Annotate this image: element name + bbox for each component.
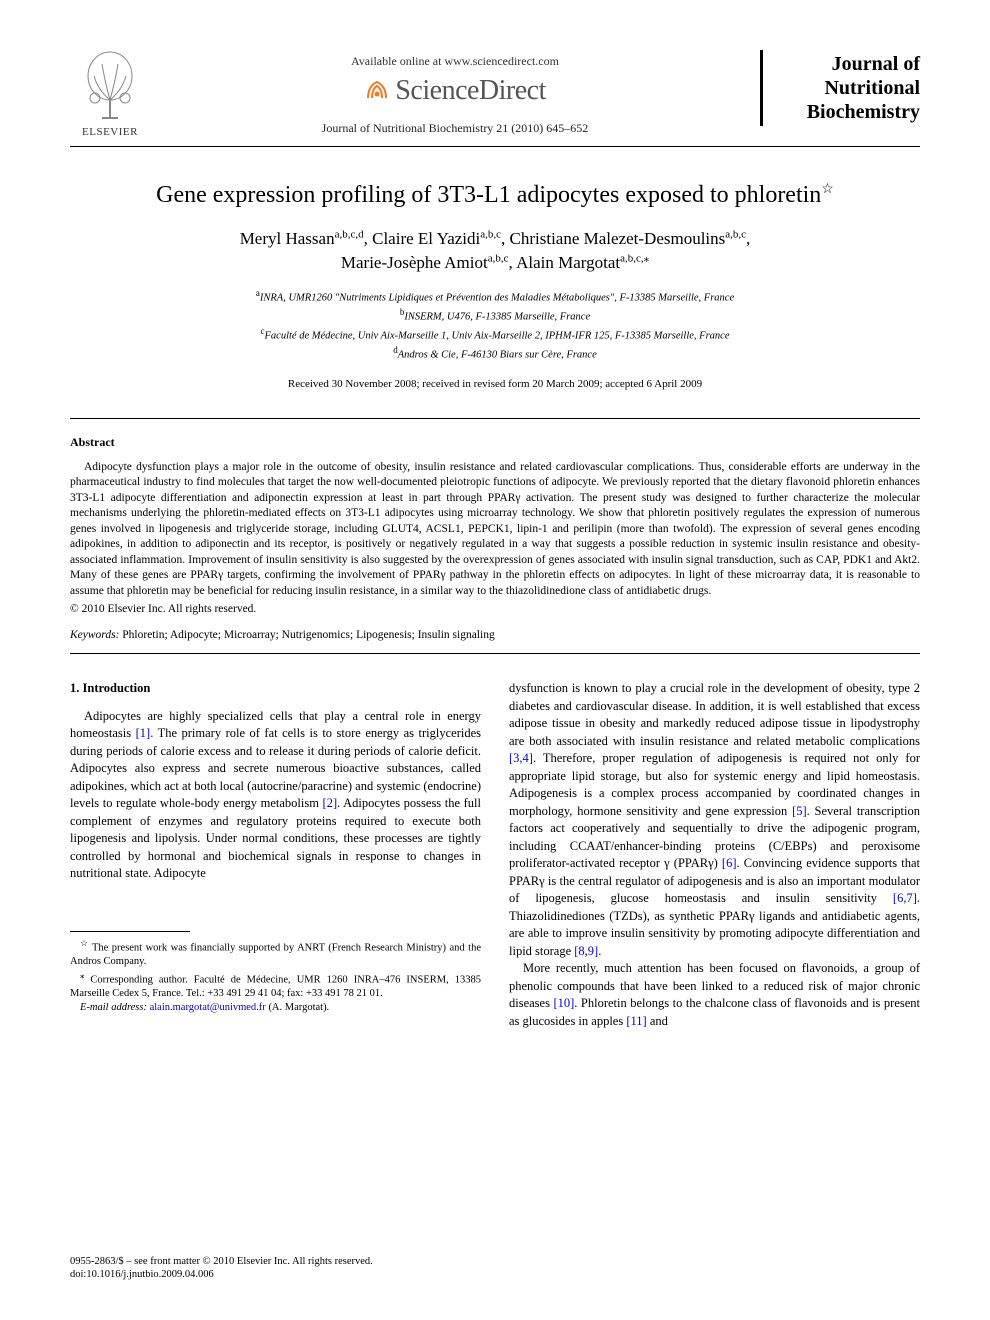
two-column-body: 1. Introduction Adipocytes are highly sp… bbox=[70, 680, 920, 1030]
elsevier-logo: ELSEVIER bbox=[70, 50, 150, 138]
journal-name-line2: Nutritional bbox=[773, 76, 920, 100]
ref-link[interactable]: [11] bbox=[626, 1014, 646, 1028]
author-2: Claire El Yazidi bbox=[372, 229, 480, 248]
sciencedirect-logo: ScienceDirect bbox=[150, 75, 760, 107]
ref-link[interactable]: [5] bbox=[792, 804, 807, 818]
title-footnote-star: ☆ bbox=[821, 182, 834, 197]
author-1-aff: a,b,c,d bbox=[335, 228, 364, 240]
affiliation-a: INRA, UMR1260 "Nutriments Lipidiques et … bbox=[260, 292, 734, 303]
email-link[interactable]: alain.margotat@univmed.fr bbox=[150, 1002, 266, 1013]
footer-line1: 0955-2863/$ – see front matter © 2010 El… bbox=[70, 1255, 373, 1269]
ref-link[interactable]: [6,7] bbox=[893, 891, 917, 905]
header-row: ELSEVIER Available online at www.science… bbox=[70, 50, 920, 138]
affiliation-d: Andros & Cie, F-46130 Biars sur Cère, Fr… bbox=[398, 350, 597, 361]
copyright: © 2010 Elsevier Inc. All rights reserved… bbox=[70, 603, 920, 615]
abstract-text: Adipocyte dysfunction plays a major role… bbox=[70, 460, 920, 600]
article-title: Gene expression profiling of 3T3-L1 adip… bbox=[70, 181, 920, 209]
corresponding-star: ⁎ bbox=[644, 252, 650, 264]
title-text: Gene expression profiling of 3T3-L1 adip… bbox=[156, 182, 821, 208]
publisher-name: ELSEVIER bbox=[70, 126, 150, 138]
intro-para-2: More recently, much attention has been f… bbox=[509, 960, 920, 1030]
elsevier-tree-icon bbox=[80, 50, 140, 120]
abstract-bottom-rule bbox=[70, 653, 920, 654]
journal-name-line1: Journal of bbox=[773, 52, 920, 76]
author-4-aff: a,b,c bbox=[488, 252, 509, 264]
affiliation-b: INSERM, U476, F-13385 Marseille, France bbox=[404, 311, 590, 322]
email-author: (A. Margotat). bbox=[266, 1002, 329, 1013]
ref-link[interactable]: [2] bbox=[323, 796, 338, 810]
abstract-heading: Abstract bbox=[70, 435, 920, 450]
intro-para-1-cont: dysfunction is known to play a crucial r… bbox=[509, 680, 920, 960]
author-2-aff: a,b,c bbox=[480, 228, 501, 240]
journal-name-line3: Biochemistry bbox=[773, 100, 920, 124]
footnote-rule bbox=[70, 931, 190, 932]
journal-reference: Journal of Nutritional Biochemistry 21 (… bbox=[150, 121, 760, 136]
ref-link[interactable]: [3,4] bbox=[509, 751, 533, 765]
article-dates: Received 30 November 2008; received in r… bbox=[70, 378, 920, 390]
ref-link[interactable]: [1] bbox=[136, 726, 151, 740]
keywords-label: Keywords: bbox=[70, 629, 119, 641]
column-right: dysfunction is known to play a crucial r… bbox=[509, 680, 920, 1030]
corresponding-note: Corresponding author. Faculté de Médecin… bbox=[70, 974, 481, 999]
author-3-aff: a,b,c bbox=[725, 228, 746, 240]
sciencedirect-icon bbox=[364, 76, 390, 102]
sep: , bbox=[746, 229, 750, 248]
footer-doi: doi:10.1016/j.jnutbio.2009.04.006 bbox=[70, 1268, 373, 1282]
author-5-aff: a,b,c, bbox=[620, 252, 644, 264]
journal-name-box: Journal of Nutritional Biochemistry bbox=[760, 50, 920, 126]
funding-note: The present work was financially support… bbox=[70, 942, 481, 967]
funding-star: ☆ bbox=[80, 938, 89, 948]
column-left: 1. Introduction Adipocytes are highly sp… bbox=[70, 680, 481, 1030]
authors: Meryl Hassana,b,c,d, Claire El Yazidia,b… bbox=[70, 227, 920, 275]
intro-para-1: Adipocytes are highly specialized cells … bbox=[70, 708, 481, 883]
top-rule bbox=[70, 146, 920, 147]
page-footer: 0955-2863/$ – see front matter © 2010 El… bbox=[70, 1255, 373, 1282]
author-4: Marie-Josèphe Amiot bbox=[341, 253, 488, 272]
sep: , bbox=[501, 229, 510, 248]
available-online-text: Available online at www.sciencedirect.co… bbox=[150, 54, 760, 69]
abstract-top-rule bbox=[70, 418, 920, 419]
footnotes: ☆ The present work was financially suppo… bbox=[70, 938, 481, 1016]
keywords-text: Phloretin; Adipocyte; Microarray; Nutrig… bbox=[119, 629, 494, 641]
affiliation-c: Faculté de Médecine, Univ Aix-Marseille … bbox=[265, 331, 730, 342]
sep: , bbox=[364, 229, 373, 248]
ref-link[interactable]: [8,9] bbox=[574, 944, 598, 958]
section-1-heading: 1. Introduction bbox=[70, 680, 481, 698]
email-label: E-mail address: bbox=[80, 1002, 147, 1013]
author-3: Christiane Malezet-Desmoulins bbox=[510, 229, 726, 248]
ref-link[interactable]: [6] bbox=[722, 856, 737, 870]
ref-link[interactable]: [10] bbox=[553, 996, 574, 1010]
author-5: Alain Margotat bbox=[516, 253, 620, 272]
sep: , bbox=[509, 253, 517, 272]
center-header: Available online at www.sciencedirect.co… bbox=[150, 50, 760, 136]
sciencedirect-text: ScienceDirect bbox=[395, 75, 546, 106]
author-1: Meryl Hassan bbox=[240, 229, 335, 248]
affiliations: aINRA, UMR1260 "Nutriments Lipidiques et… bbox=[70, 287, 920, 364]
keywords-line: Keywords: Phloretin; Adipocyte; Microarr… bbox=[70, 629, 920, 641]
